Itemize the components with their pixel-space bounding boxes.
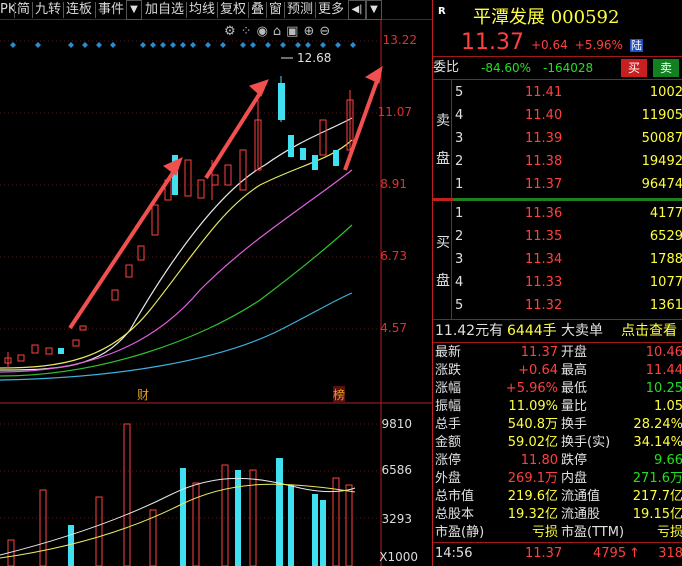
stat-row: 总股本 19.32亿 流通股 19.15亿 (435, 507, 682, 522)
order-balance-bar (453, 198, 682, 201)
tool-fuquan[interactable]: 复权 (220, 2, 247, 17)
ask-label-1: 卖 (436, 113, 450, 129)
more-dropdown-icon[interactable]: ▼ (366, 0, 382, 20)
stat-row: 涨幅 +5.96% 最低 10.25 (435, 381, 682, 396)
tool-pk[interactable]: PK (0, 2, 17, 17)
high-price-label: 12.68 (297, 51, 332, 65)
stock-name: 平潭发展 000592 (473, 7, 620, 28)
tool-simple[interactable]: 简 (17, 2, 31, 17)
stat-row: 涨跌 +0.64 最高 11.44 (435, 363, 682, 378)
earnings-marker[interactable]: 财 (137, 388, 150, 402)
zoom-in-icon[interactable]: ⊕ (303, 24, 320, 39)
sell-button[interactable]: 卖 (653, 59, 679, 77)
tool-more[interactable]: 更多 (318, 2, 345, 17)
volume-tick: 9810 (381, 417, 412, 431)
ask-row[interactable]: 5 11.41 1002 (455, 85, 682, 100)
buy-button[interactable]: 买 (621, 59, 647, 77)
tool-jiuzhuan[interactable]: 九转 (35, 2, 62, 17)
big-order-row[interactable]: 11.42元有 6444手 大卖单 点击查看 (433, 320, 682, 342)
ask-row[interactable]: 1 11.37 96474 (455, 177, 682, 192)
quote-panel: R 平潭发展 000592 11.37 +0.64 +5.96% 陆 委比 -8… (432, 0, 682, 566)
chart-tool-icons: ⚙⁘◉⌂▣⊕⊖ (224, 24, 335, 39)
eye-icon[interactable]: ◉ (256, 24, 273, 39)
tool-overlay[interactable]: 叠 (251, 2, 265, 17)
last-price: 11.37 (461, 30, 524, 55)
tool-events[interactable]: 事件 (98, 2, 125, 17)
exchange-tag: 陆 (629, 39, 643, 52)
change-pct: +5.96% (574, 38, 623, 52)
kline-chart[interactable]: ⚙⁘◉⌂▣⊕⊖ 13.22 11.07 8.91 6.73 4.57 12.68… (0, 20, 432, 566)
pin-icon[interactable]: ◀| (348, 0, 366, 20)
volume-unit: X1000 (379, 550, 418, 564)
stat-row: 总市值 219.6亿 流通值 217.7亿 (435, 489, 682, 504)
price-tick: 11.07 (377, 105, 412, 119)
zoom-out-icon[interactable]: ⊖ (319, 24, 336, 39)
stat-row: 金额 59.02亿 换手(实) 34.14% (435, 435, 682, 450)
tool-ma[interactable]: 均线 (189, 2, 216, 17)
bid-row[interactable]: 3 11.34 1788 (455, 252, 682, 267)
event-diamonds (10, 42, 356, 48)
r-badge: R (438, 6, 446, 17)
quote-header: 11.37 +0.64 +5.96% 陆 (461, 30, 643, 55)
dotgrid-icon[interactable]: ⁘ (240, 24, 257, 39)
price-tick: 4.57 (380, 321, 407, 335)
ask-row[interactable]: 3 11.39 50087 (455, 131, 682, 146)
stat-row: 市盈(静) 亏损 市盈(TTM) 亏损 (435, 525, 682, 540)
up-arrow-icon: ↑ (629, 546, 640, 561)
settings-icon[interactable]: ⚙ (224, 24, 241, 39)
weibi-row: 委比 -84.60% -164028 买 卖 (433, 57, 682, 79)
tool-window[interactable]: 窗 (269, 2, 283, 17)
tool-add-watchlist[interactable]: 加自选 (145, 2, 185, 17)
box-icon[interactable]: ▣ (286, 24, 304, 39)
price-tick: 13.22 (382, 33, 417, 47)
volume-tick: 6586 (381, 463, 412, 477)
bid-label-2: 盘 (436, 273, 450, 289)
change: +0.64 (530, 38, 568, 52)
bid-label-1: 买 (436, 235, 450, 251)
view-link[interactable]: 点击查看 (621, 323, 677, 339)
bid-row[interactable]: 1 11.36 4177 (455, 206, 682, 221)
list-marker[interactable]: 榜 (333, 386, 346, 403)
events-dropdown-icon[interactable]: ▼ (126, 0, 142, 20)
bid-row[interactable]: 4 11.33 1077 (455, 275, 682, 290)
ask-row[interactable]: 2 11.38 19492 (455, 154, 682, 169)
tick-row: 14:56 11.37 4795 ↑ 318 (433, 543, 682, 565)
stat-row: 最新 11.37 开盘 10.46 (435, 345, 682, 360)
tool-forecast[interactable]: 预测 (287, 2, 314, 17)
ask-row[interactable]: 4 11.40 11905 (455, 108, 682, 123)
chart-toolbar: PK 简 九转 连板 事件 ▼ 加自选 均线 复权 叠 窗 预测 更多 ◀| ▼ (0, 0, 432, 20)
tool-lianban[interactable]: 连板 (66, 2, 93, 17)
price-tick: 6.73 (380, 249, 407, 263)
volume-tick: 3293 (381, 512, 412, 526)
stat-row: 涨停 11.80 跌停 9.66 (435, 453, 682, 468)
stat-row: 振幅 11.09% 量比 1.05 (435, 399, 682, 414)
ask-label-2: 盘 (436, 151, 450, 167)
bid-row[interactable]: 2 11.35 6529 (455, 229, 682, 244)
lock-icon[interactable]: ⌂ (272, 24, 287, 39)
price-tick: 8.91 (380, 177, 407, 191)
stat-row: 外盘 269.1万 内盘 271.6万 (435, 471, 682, 486)
bid-row[interactable]: 5 11.32 1361 (455, 298, 682, 313)
stat-row: 总手 540.8万 换手 28.24% (435, 417, 682, 432)
